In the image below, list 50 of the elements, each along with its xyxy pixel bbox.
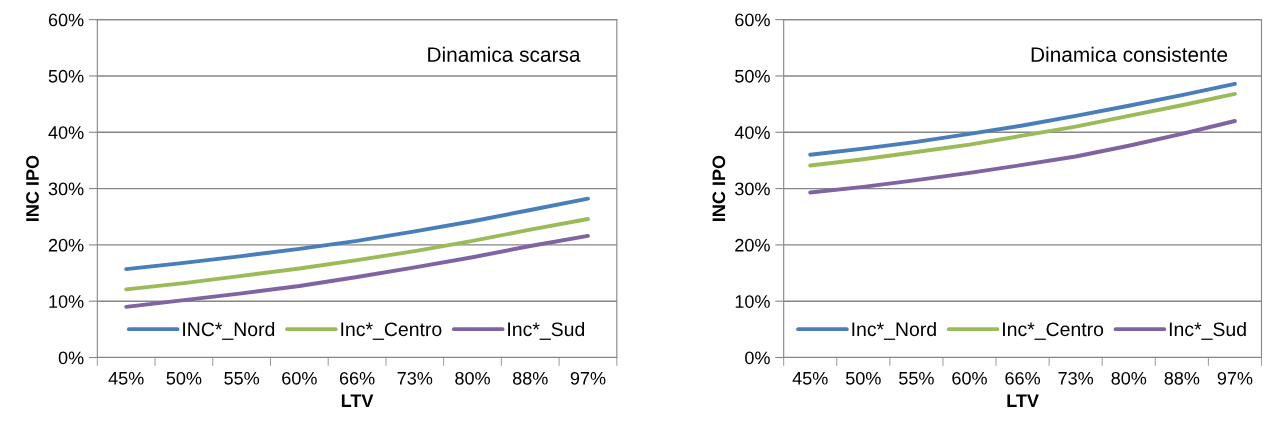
y-tick-label: 40% xyxy=(48,126,84,139)
annotation: Dinamica consistente xyxy=(1031,46,1228,62)
line-series xyxy=(808,119,1237,195)
y-tick-label: 60% xyxy=(48,13,84,27)
y-tick-label: 10% xyxy=(49,295,84,308)
legend-label: Inc*_Sud xyxy=(508,321,585,340)
y-axis-title: INC IPO xyxy=(26,155,39,221)
x-tick-label: 80% xyxy=(455,371,490,385)
y-tick-label: 60% xyxy=(735,13,770,27)
y-tick-label: 30% xyxy=(48,182,84,196)
line-series xyxy=(808,81,1237,157)
x-tick-label: 88% xyxy=(512,371,548,385)
x-tick-label: 60% xyxy=(282,371,317,385)
x-axis-title: LTV xyxy=(1007,394,1039,407)
y-tick-label: 40% xyxy=(734,126,770,139)
x-tick-label: 50% xyxy=(845,371,881,385)
legend-label: Inc*_Centro xyxy=(1003,322,1104,340)
x-tick-label: 88% xyxy=(1164,371,1200,385)
x-tick-label: 60% xyxy=(952,371,987,385)
y-tick-label: 20% xyxy=(735,238,770,252)
line-series xyxy=(808,92,1237,168)
x-tick-label: 73% xyxy=(1058,371,1094,385)
y-axis-title: INC IPO xyxy=(712,155,726,221)
annotation: Dinamica scarsa xyxy=(428,46,581,62)
legend-label: Inc*_Centro xyxy=(341,322,442,340)
line-series xyxy=(124,196,590,272)
y-tick-label: 50% xyxy=(735,69,770,83)
x-tick-label: 50% xyxy=(166,371,202,385)
x-tick-label: 80% xyxy=(1111,371,1147,385)
x-tick-label: 73% xyxy=(397,371,433,385)
legend-label: INC*_Nord xyxy=(183,321,275,340)
x-tick-label: 97% xyxy=(570,371,606,385)
legend-label: Inc*_Sud xyxy=(1169,321,1246,340)
x-tick-label: 97% xyxy=(1217,371,1253,385)
x-tick-label: 66% xyxy=(339,371,375,385)
legend-label: Inc*_Nord xyxy=(852,321,936,340)
y-tick-label: 30% xyxy=(735,182,770,196)
line-series xyxy=(124,233,590,309)
y-tick-label: 20% xyxy=(48,238,84,252)
y-tick-label: 0% xyxy=(745,351,770,365)
x-tick-label: 45% xyxy=(108,371,144,385)
line-series xyxy=(124,217,590,292)
y-tick-label: 50% xyxy=(48,69,84,83)
x-tick-label: 45% xyxy=(792,371,828,385)
x-tick-label: 55% xyxy=(899,371,934,385)
x-axis-title: LTV xyxy=(341,394,374,407)
y-tick-label: 0% xyxy=(58,351,84,365)
x-tick-label: 55% xyxy=(224,371,260,385)
x-tick-label: 66% xyxy=(1005,371,1040,385)
y-tick-label: 10% xyxy=(735,295,770,308)
